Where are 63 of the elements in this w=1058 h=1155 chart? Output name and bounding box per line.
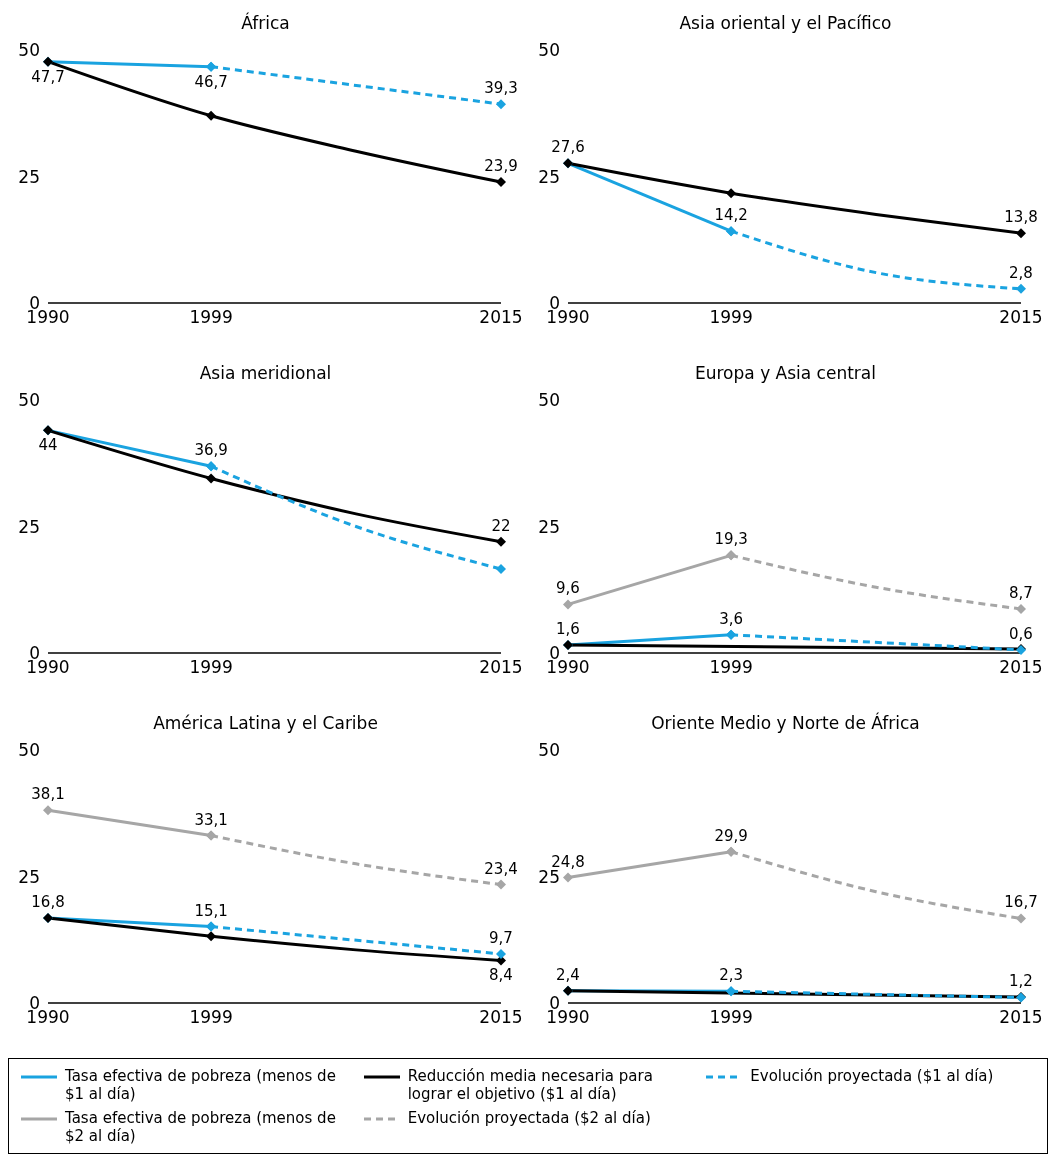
data-label: 46,7 [194, 72, 228, 91]
chart-title: Asia oriental y el Pacífico [678, 12, 893, 35]
data-label: 36,9 [194, 441, 228, 460]
x-tick-label: 2015 [479, 307, 523, 328]
data-label: 19,3 [714, 530, 748, 549]
y-tick-label: 25 [18, 866, 40, 887]
y-tick-label: 25 [538, 516, 560, 537]
data-label: 47,7 [31, 67, 65, 86]
data-label: 44 [38, 436, 58, 455]
y-tick-label: 50 [538, 740, 560, 761]
x-tick-label: 2015 [999, 307, 1043, 328]
legend-label: Evolución proyectada ($1 al día) [750, 1067, 994, 1085]
legend-label: Tasa efectiva de pobreza (menos de $1 al día) [65, 1067, 337, 1103]
x-tick-label: 1999 [189, 1007, 233, 1028]
data-label: 3,6 [719, 609, 744, 628]
data-label: 1,2 [1009, 971, 1033, 990]
data-label: 2,3 [719, 966, 744, 985]
legend-label: Tasa efectiva de pobreza (menos de $2 al día) [65, 1109, 337, 1145]
legend-label: Reducción media necesaria para lograr el objetivo ($1 al día) [407, 1067, 654, 1103]
data-label: 8,4 [489, 966, 513, 985]
x-tick-label: 1999 [709, 307, 753, 328]
x-tick-label: 2015 [479, 657, 523, 678]
y-tick-label: 25 [18, 516, 40, 537]
x-tick-label: 1999 [189, 307, 233, 328]
data-label: 33,1 [194, 810, 228, 829]
data-label: 23,9 [484, 157, 518, 176]
chart-title: Asia meridional [198, 362, 333, 385]
data-label: 29,9 [714, 826, 748, 845]
x-tick-label: 2015 [999, 657, 1043, 678]
y-tick-label: 50 [18, 40, 40, 61]
data-label: 15,1 [194, 901, 228, 920]
data-label: 14,2 [714, 206, 748, 225]
legend-label: Evolución proyectada ($2 al día) [407, 1109, 651, 1127]
chart-title: América Latina y el Caribe [152, 712, 379, 735]
x-tick-label: 1999 [709, 1007, 753, 1028]
data-label: 27,6 [551, 138, 585, 157]
data-label: 39,3 [484, 79, 518, 98]
data-label: 38,1 [31, 785, 65, 804]
data-label: 9,7 [489, 928, 513, 947]
chart-title: Europa y Asia central [694, 362, 877, 385]
data-label: 1,6 [556, 619, 580, 638]
x-tick-label: 1999 [709, 657, 753, 678]
y-tick-label: 50 [538, 390, 560, 411]
y-tick-label: 25 [18, 166, 40, 187]
y-tick-label: 50 [18, 740, 40, 761]
y-tick-label: 50 [538, 40, 560, 61]
x-tick-label: 2015 [479, 1007, 523, 1028]
data-label: 22 [491, 516, 511, 535]
data-label: 0,6 [1009, 624, 1033, 643]
chart-title: Oriente Medio y Norte de África [650, 711, 921, 735]
data-label: 13,8 [1004, 208, 1038, 227]
data-label: 9,6 [556, 579, 580, 598]
x-tick-label: 1999 [189, 657, 233, 678]
data-label: 2,8 [1009, 263, 1033, 282]
data-label: 16,7 [1004, 893, 1038, 912]
x-tick-label: 2015 [999, 1007, 1043, 1028]
data-label: 16,8 [31, 892, 65, 911]
data-label: 23,4 [484, 859, 518, 878]
y-tick-label: 50 [18, 390, 40, 411]
chart-title: África [240, 11, 291, 35]
data-label: 8,7 [1009, 583, 1033, 602]
data-label: 2,4 [556, 965, 580, 984]
y-tick-label: 25 [538, 166, 560, 187]
